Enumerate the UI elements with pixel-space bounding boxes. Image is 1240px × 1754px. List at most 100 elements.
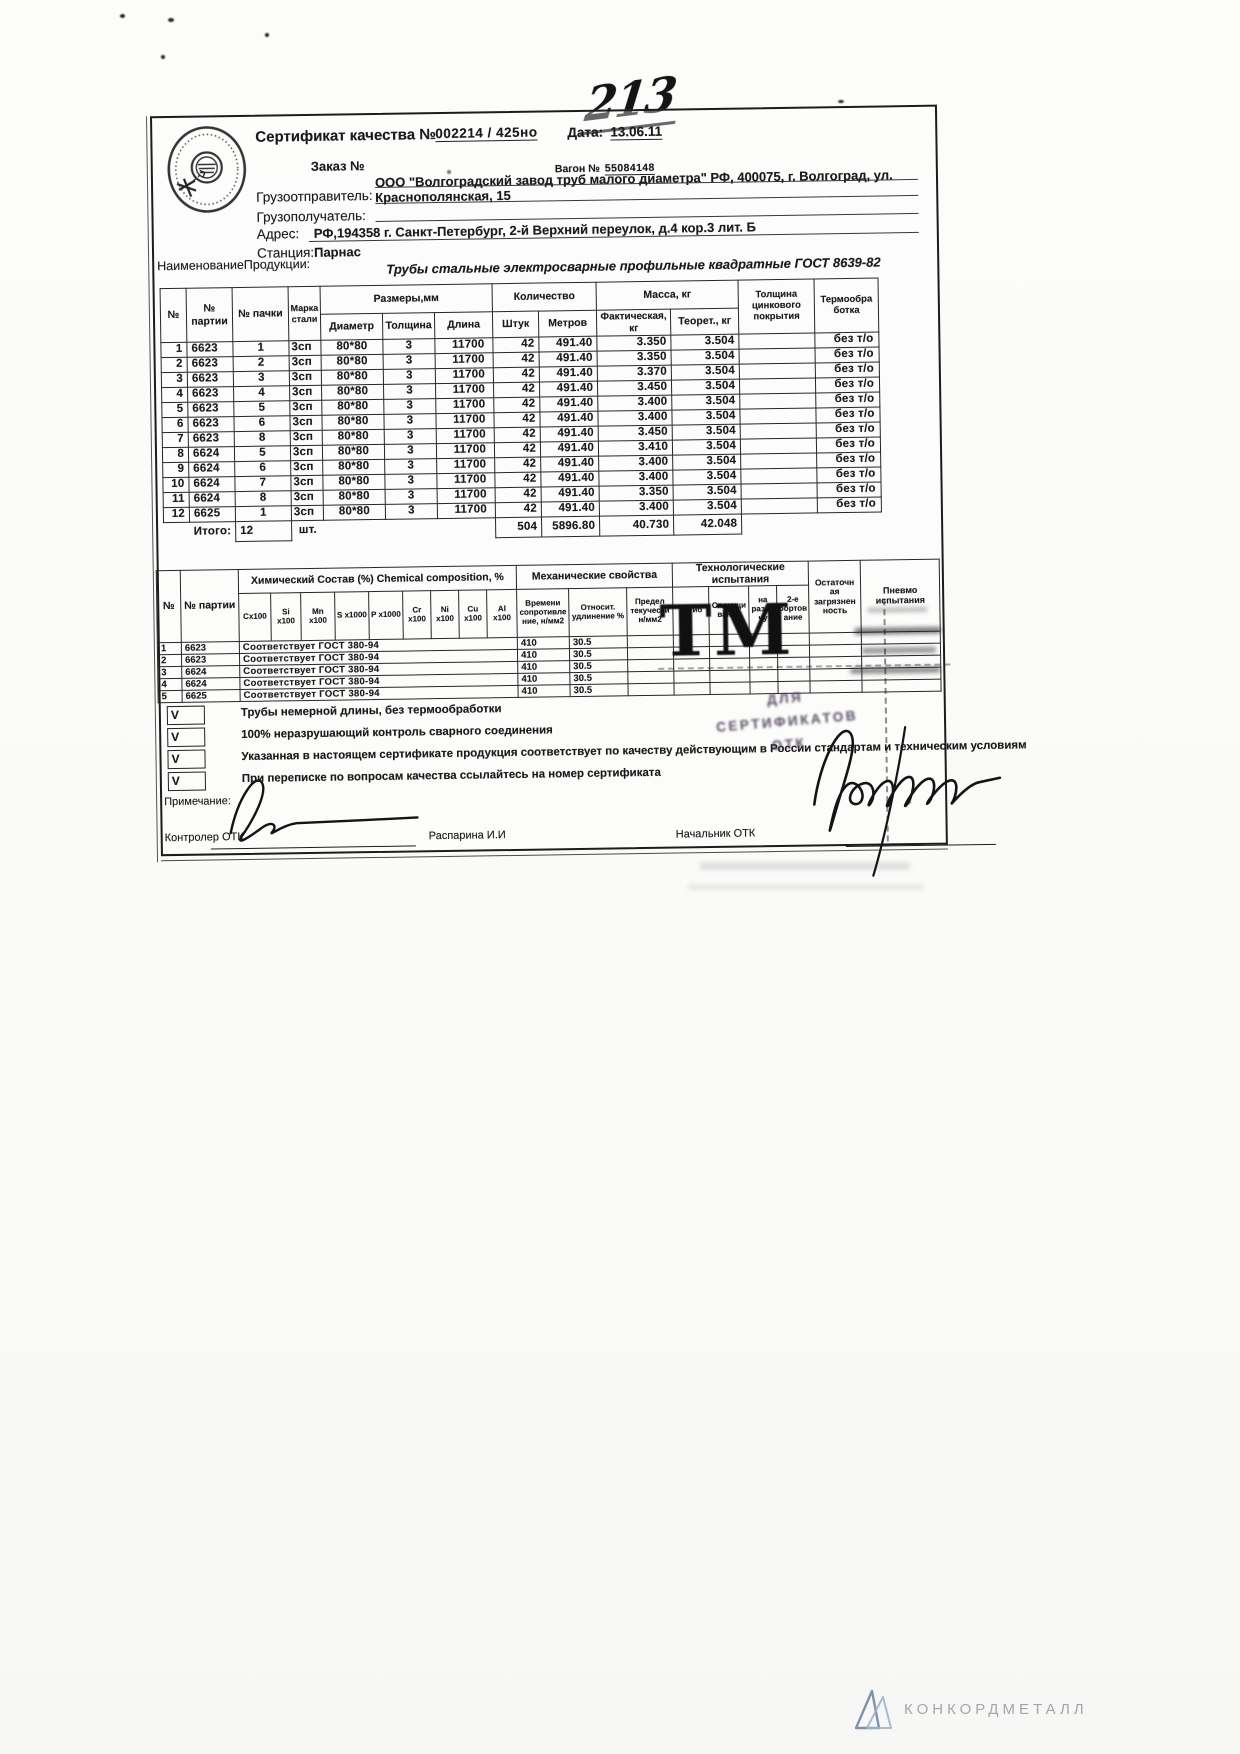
chief-label: Начальник ОТК xyxy=(675,827,756,841)
cell-pieces: 42 xyxy=(494,457,541,473)
residual-contamination-col: Остаточн ая загрязнен ность xyxy=(808,560,862,634)
cell-actual-mass: 3.350 xyxy=(596,335,672,352)
cell-pack: 5 xyxy=(234,445,291,462)
cell-steel: 3сп xyxy=(291,505,324,521)
cell-zinc xyxy=(739,362,816,380)
date-label: Дата: xyxy=(567,124,604,141)
checkbox-checked-icon: V xyxy=(167,771,207,792)
cell-expand xyxy=(749,669,779,683)
cell-no: 5 xyxy=(161,402,188,418)
controller-name: Распарина И.И xyxy=(428,829,506,843)
col-length: Длина xyxy=(434,311,493,339)
cell-length: 11700 xyxy=(436,457,495,474)
cell-diameter: 80*80 xyxy=(322,429,385,446)
cell-no: 6 xyxy=(161,417,189,433)
col-heat-treatment: Термообра ботка xyxy=(814,278,879,333)
chemical-table: № № партии Химический Состав (%) Chemica… xyxy=(156,559,942,704)
cell-zinc xyxy=(740,452,817,470)
controller-signature xyxy=(229,779,419,842)
cell-pack: 8 xyxy=(235,490,292,507)
scan-speck xyxy=(161,55,165,59)
cell-heat: без т/о xyxy=(816,451,881,468)
cell-actual-mass: 3.450 xyxy=(597,380,672,397)
checkbox-checked-icon: V xyxy=(166,705,206,726)
cell-heat: без т/о xyxy=(815,377,880,393)
cell-pack: 8 xyxy=(234,430,291,447)
cell-no: 4 xyxy=(161,387,188,403)
cell-length: 11700 xyxy=(435,382,494,399)
chem-subcol: P x1000 xyxy=(368,591,404,640)
chem-subcol: Ni x100 xyxy=(430,590,460,639)
cell-meters: 491.40 xyxy=(539,366,598,383)
cell-meters: 491.40 xyxy=(539,411,599,428)
cell-party: 6624 xyxy=(189,491,236,508)
shipper-label: Грузоотправитель: xyxy=(256,188,373,205)
cell-theor-mass: 3.504 xyxy=(670,334,740,351)
cell-party: 6623 xyxy=(186,341,234,358)
col-party: № партии xyxy=(186,287,233,343)
cell-length: 11700 xyxy=(437,487,496,504)
cell-pack: 7 xyxy=(234,475,292,492)
cell-meters: 491.40 xyxy=(540,441,599,458)
cell-diameter: 80*80 xyxy=(322,444,385,461)
factory-round-stamp-icon xyxy=(167,126,247,213)
cell-diameter: 80*80 xyxy=(321,369,384,386)
address-label: Адрес: xyxy=(256,226,300,242)
cell-theor-mass: 3.504 xyxy=(672,454,741,471)
cell-length: 11700 xyxy=(435,352,494,369)
scan-speck xyxy=(120,14,125,18)
main-table: № № партии № пачки Марка стали Размеры,м… xyxy=(160,278,883,544)
cell-flange xyxy=(777,669,811,682)
col-pieces: Штук xyxy=(492,311,539,338)
cell-heat: без т/о xyxy=(815,392,880,408)
cell-theor-mass: 3.504 xyxy=(671,409,741,426)
cell-theor-mass: 3.504 xyxy=(671,379,740,396)
cell-meters: 491.40 xyxy=(538,336,598,353)
col-steel-grade: Марка стали xyxy=(288,286,321,341)
cell-thickness: 3 xyxy=(383,368,436,385)
scan-smudge xyxy=(861,646,937,654)
cell-actual-mass: 3.400 xyxy=(597,410,673,427)
chem-subcol: S x1000 xyxy=(334,591,370,641)
cell-zinc xyxy=(739,347,816,365)
cell-pieces: 42 xyxy=(494,427,541,443)
cell-diameter: 80*80 xyxy=(321,414,385,431)
cell-party: 6624 xyxy=(188,461,235,478)
cell-yield xyxy=(628,683,675,696)
notes-list: V Трубы немерной длины, без термообработ… xyxy=(152,107,1027,792)
cell-steel: 3сп xyxy=(290,460,323,476)
col-qty-group: Количество xyxy=(492,282,597,312)
chem-subcol: Времени сопротивле ние, н/мм2 xyxy=(516,588,570,638)
cell-actual-mass: 3.400 xyxy=(599,500,674,517)
cell-no: 5 xyxy=(158,690,183,703)
cell-tensile: 410 xyxy=(517,660,570,674)
cell-thickness: 3 xyxy=(384,458,437,475)
certificate-title: Сертификат качества № xyxy=(255,126,437,146)
chem-subcol: Si x100 xyxy=(270,592,302,642)
cell-actual-mass: 3.370 xyxy=(597,365,672,382)
scan-smudge xyxy=(867,606,928,613)
col-meters: Метров xyxy=(538,310,597,338)
cell-theor-mass: 3.504 xyxy=(672,439,741,456)
cell-zinc xyxy=(738,332,816,350)
cell-theor-mass: 3.504 xyxy=(673,499,742,516)
cell-meters: 491.40 xyxy=(540,456,599,473)
cell-steel: 3сп xyxy=(289,355,322,371)
col-pack: № пачки xyxy=(232,286,289,342)
tm-stamp: ТМ xyxy=(659,587,794,673)
cell-heat: без т/о xyxy=(816,421,881,438)
cell-pack: 1 xyxy=(235,505,292,522)
faint-stamp-remnant xyxy=(700,862,910,870)
chem-subcol: Cx100 xyxy=(238,593,272,642)
cell-pieces: 42 xyxy=(493,352,540,368)
totals-meters: 5896.80 xyxy=(541,516,600,538)
cell-no: 11 xyxy=(163,492,190,508)
cell-zinc xyxy=(740,467,818,485)
col-theor-mass: Теорет., кг xyxy=(670,308,739,336)
cell-tensile: 410 xyxy=(518,684,571,698)
cell-thickness: 3 xyxy=(383,413,437,430)
cell-residual xyxy=(809,644,862,658)
cell-thickness: 3 xyxy=(383,398,436,415)
cell-diameter: 80*80 xyxy=(323,489,386,506)
note-text: Трубы немерной длины, без термообработки xyxy=(240,703,502,720)
